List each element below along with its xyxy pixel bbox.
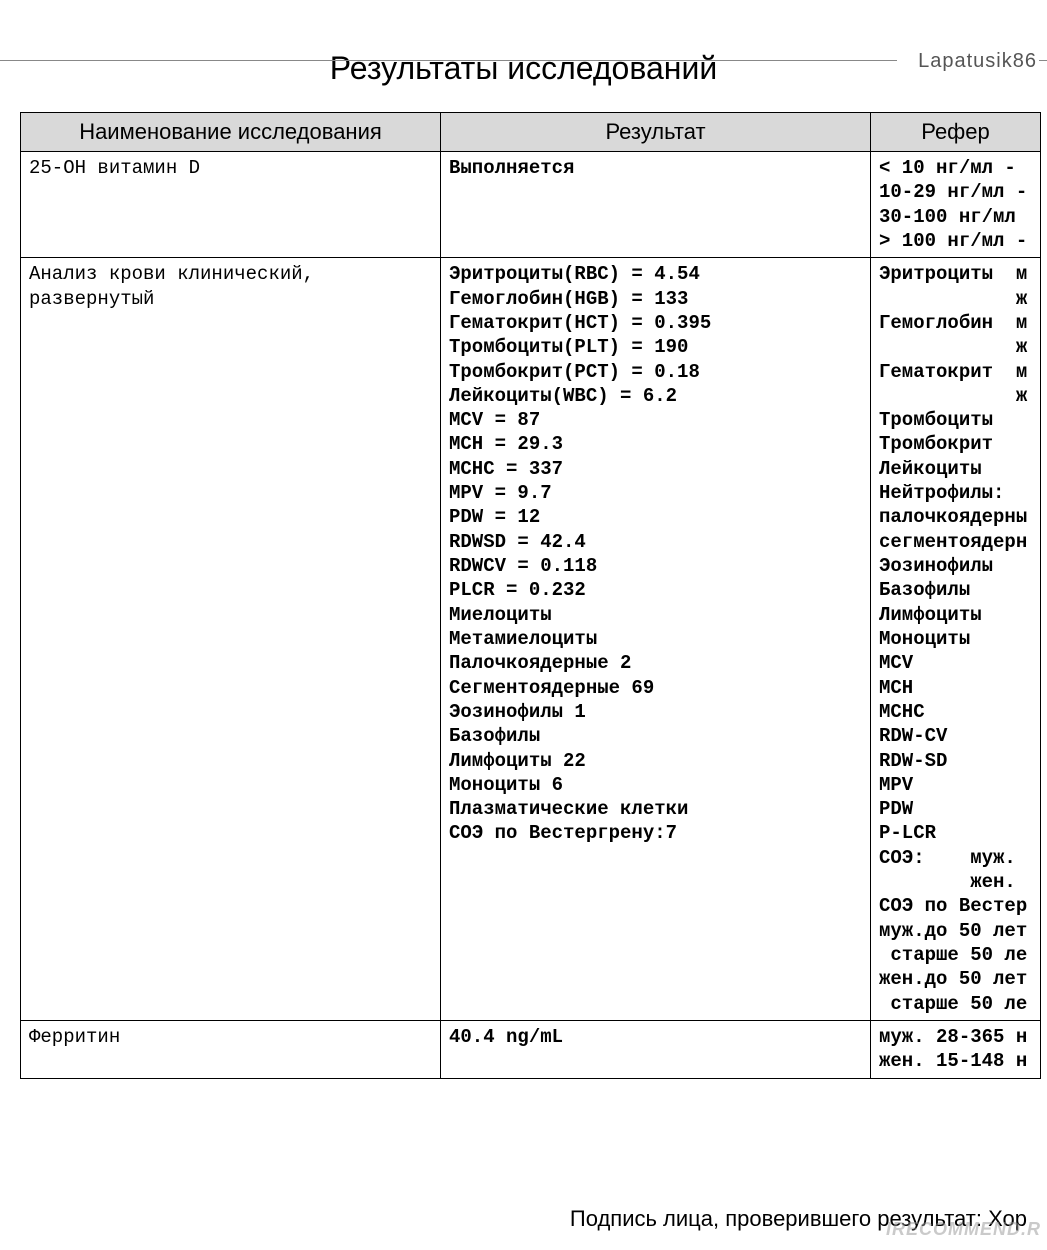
table-row: Ферритин 40.4 ng/mL муж. 28-365 н жен. 1… (21, 1020, 1041, 1078)
page-title: Результаты исследований (0, 50, 1047, 87)
cell-test-name: Анализ крови клинический, развернутый (21, 258, 441, 1021)
watermark-bottom: IRECOMMEND.R (886, 1219, 1041, 1240)
column-header-result: Результат (441, 113, 871, 152)
column-header-name: Наименование исследования (21, 113, 441, 152)
cell-reference: Эритроциты м ж Гемоглобин м ж Гематокрит… (871, 258, 1041, 1021)
results-table: Наименование исследования Результат Рефе… (20, 112, 1041, 1079)
cell-result: 40.4 ng/mL (441, 1020, 871, 1078)
column-header-reference: Рефер (871, 113, 1041, 152)
table-row: 25-ОН витамин D Выполняется < 10 нг/мл -… (21, 152, 1041, 258)
cell-reference: муж. 28-365 н жен. 15-148 н (871, 1020, 1041, 1078)
cell-result: Эритроциты(RBC) = 4.54 Гемоглобин(HGB) =… (441, 258, 871, 1021)
cell-test-name: 25-ОН витамин D (21, 152, 441, 258)
watermark-top: Lapatusik86 (918, 50, 1037, 73)
cell-result: Выполняется (441, 152, 871, 258)
table-row: Анализ крови клинический, развернутый Эр… (21, 258, 1041, 1021)
cell-test-name: Ферритин (21, 1020, 441, 1078)
results-table-body: 25-ОН витамин D Выполняется < 10 нг/мл -… (21, 152, 1041, 1079)
cell-reference: < 10 нг/мл - 10-29 нг/мл - 30-100 нг/мл … (871, 152, 1041, 258)
